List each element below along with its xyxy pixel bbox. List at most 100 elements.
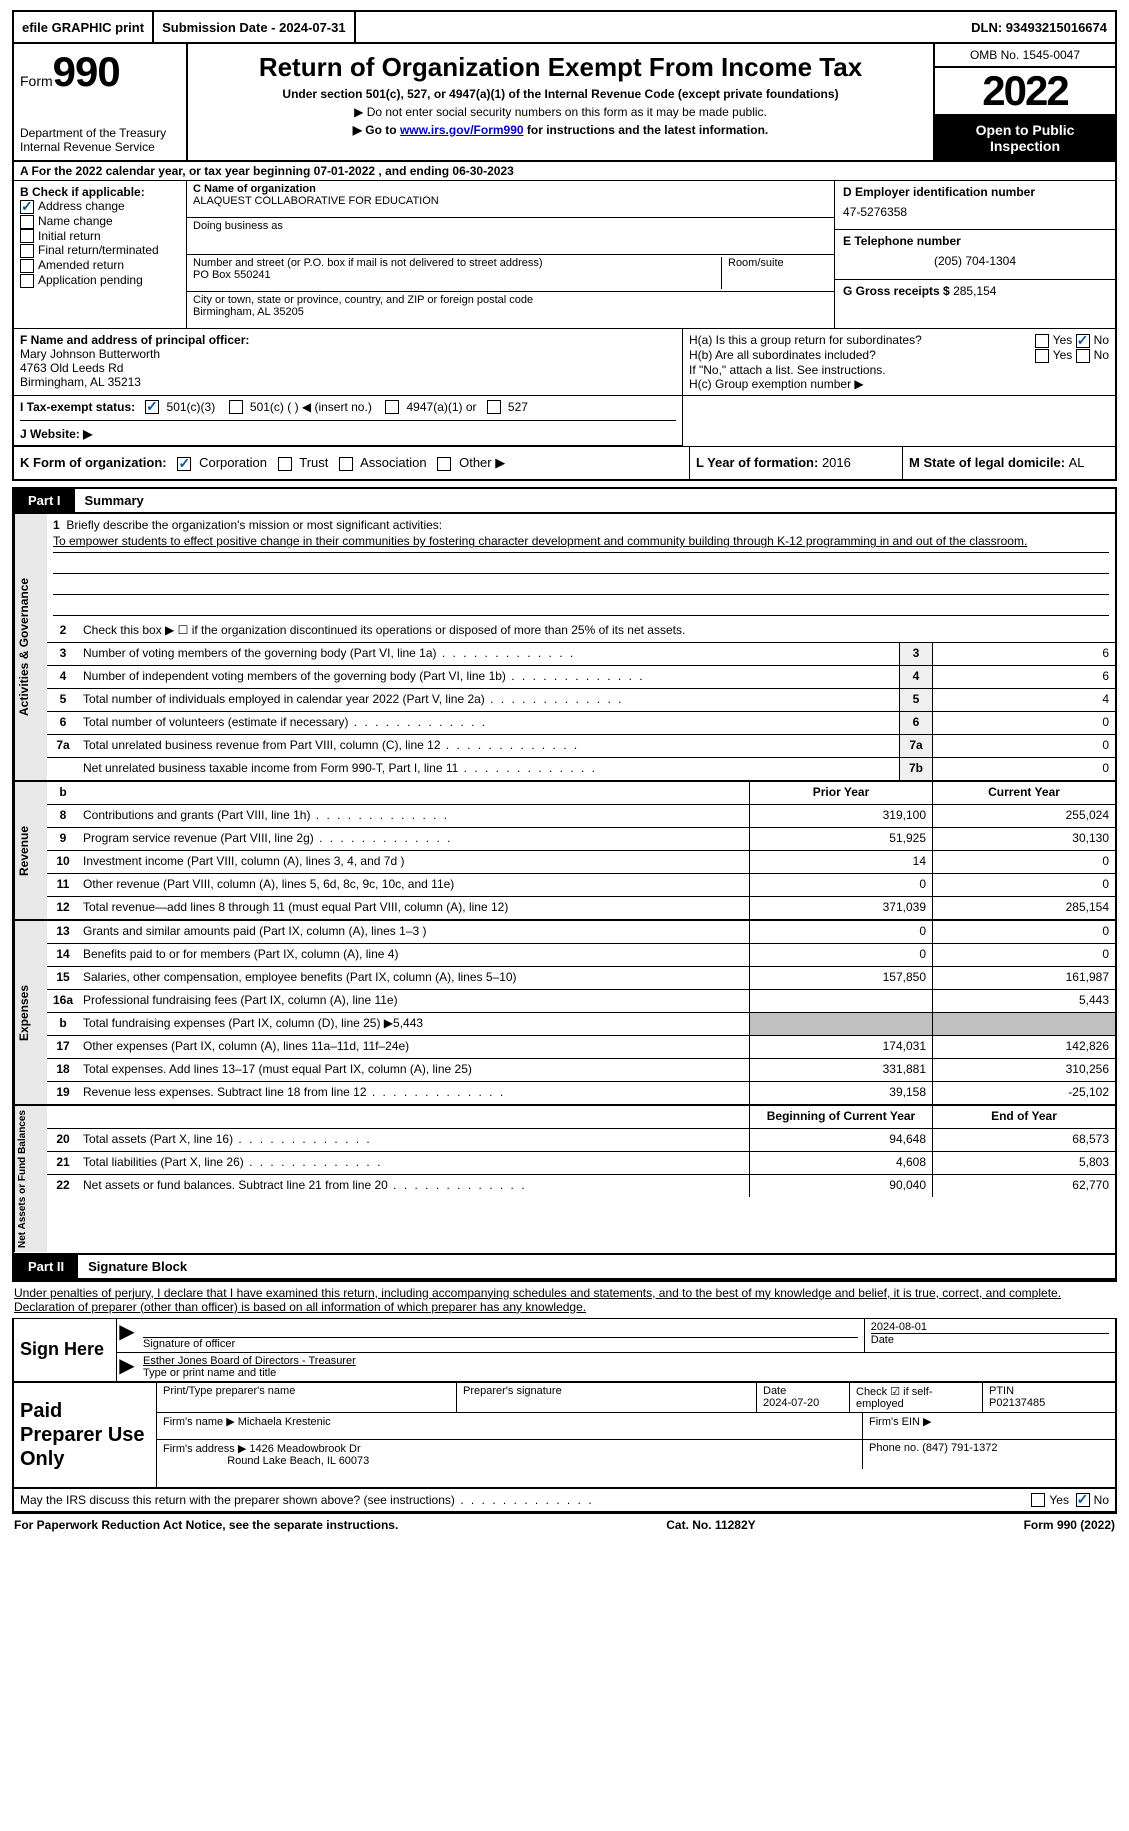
sig-date-cell: 2024-08-01 Date: [865, 1319, 1115, 1352]
current-year-head: Current Year: [932, 782, 1115, 804]
ha-yes-checkbox[interactable]: [1035, 334, 1049, 348]
header-sub2: ▶ Do not enter social security numbers o…: [198, 105, 923, 119]
4947-label: 4947(a)(1) or: [407, 400, 477, 414]
b-label: B Check if applicable:: [20, 185, 145, 199]
ha-no-checkbox[interactable]: [1076, 334, 1090, 348]
l20-prior: 94,648: [749, 1129, 932, 1151]
part2-title: Signature Block: [78, 1255, 197, 1278]
l18-current: 310,256: [932, 1059, 1115, 1081]
row-a-mid: , and ending: [378, 164, 452, 178]
initial-label: Initial return: [38, 229, 101, 243]
col-f: F Name and address of principal officer:…: [14, 329, 683, 395]
part1-header: Part I Summary: [12, 487, 1117, 514]
l13-num: 13: [47, 921, 79, 943]
l5-box: 5: [899, 689, 932, 711]
final-label: Final return/terminated: [38, 243, 159, 257]
hb-no-checkbox[interactable]: [1076, 349, 1090, 363]
sign-block: Sign Here ▶ Signature of officer 2024-08…: [12, 1318, 1117, 1383]
trust-checkbox[interactable]: [278, 457, 292, 471]
vlabel-expenses: Expenses: [14, 921, 47, 1104]
l16a-num: 16a: [47, 990, 79, 1012]
initial-checkbox[interactable]: [20, 229, 34, 243]
row-l: L Year of formation: 2016: [690, 447, 903, 479]
preparer-label: Paid Preparer Use Only: [14, 1383, 157, 1487]
l11-desc: Other revenue (Part VIII, column (A), li…: [79, 874, 749, 896]
cat-number: Cat. No. 11282Y: [666, 1518, 755, 1532]
form-org-label: K Form of organization:: [20, 455, 167, 470]
city-label: City or town, state or province, country…: [193, 294, 828, 306]
l21-prior: 4,608: [749, 1152, 932, 1174]
l7a-box: 7a: [899, 735, 932, 757]
name-change-checkbox[interactable]: [20, 215, 34, 229]
l10-prior: 14: [749, 851, 932, 873]
may-irs-no-checkbox[interactable]: [1076, 1493, 1090, 1507]
revenue-section: Revenue bPrior YearCurrent Year 8Contrib…: [12, 782, 1117, 921]
netassets-section: Net Assets or Fund Balances Beginning of…: [12, 1106, 1117, 1254]
l3-box: 3: [899, 643, 932, 665]
l16a-prior: [749, 990, 932, 1012]
room-label: Room/suite: [722, 257, 828, 289]
vlabel-netassets: Net Assets or Fund Balances: [14, 1106, 47, 1252]
omb-number: OMB No. 1545-0047: [935, 44, 1115, 68]
irs-link[interactable]: www.irs.gov/Form990: [400, 123, 524, 137]
app-pending-checkbox[interactable]: [20, 274, 34, 288]
501c-checkbox[interactable]: [229, 400, 243, 414]
sig-officer-label: Signature of officer: [143, 1338, 858, 1350]
l22-num: 22: [47, 1175, 79, 1197]
ha-label: H(a) Is this a group return for subordin…: [689, 333, 922, 348]
part1-title: Summary: [75, 489, 154, 512]
hb-yes-checkbox[interactable]: [1035, 349, 1049, 363]
may-irs-yes-checkbox[interactable]: [1031, 1493, 1045, 1507]
sig-name-value: Esther Jones Board of Directors - Treasu…: [143, 1355, 1109, 1367]
prep-check-label: Check ☑ if self-employed: [856, 1386, 933, 1410]
final-checkbox[interactable]: [20, 244, 34, 258]
l7b-box: 7b: [899, 758, 932, 780]
527-checkbox[interactable]: [487, 400, 501, 414]
l21-num: 21: [47, 1152, 79, 1174]
prep-name-label: Print/Type preparer's name: [157, 1383, 457, 1412]
other-checkbox[interactable]: [437, 457, 451, 471]
ptin-value: P02137485: [989, 1397, 1045, 1409]
prep-date-cell: Date2024-07-20: [757, 1383, 850, 1412]
corp-checkbox[interactable]: [177, 457, 191, 471]
sig-date-value: 2024-08-01: [871, 1321, 1109, 1334]
l14-num: 14: [47, 944, 79, 966]
city-value: Birmingham, AL 35205: [193, 306, 828, 318]
part2-label: Part II: [14, 1255, 78, 1278]
dept-treasury: Department of the Treasury: [20, 126, 180, 140]
l19-num: 19: [47, 1082, 79, 1104]
l16a-desc: Professional fundraising fees (Part IX, …: [79, 990, 749, 1012]
may-irs-yes: Yes: [1049, 1493, 1069, 1507]
l13-current: 0: [932, 921, 1115, 943]
l8-num: 8: [47, 805, 79, 827]
row-klm: K Form of organization: Corporation Trus…: [12, 447, 1117, 481]
col-de: D Employer identification number 47-5276…: [834, 181, 1115, 328]
sign-right: ▶ Signature of officer 2024-08-01 Date ▶…: [117, 1319, 1115, 1381]
l6-desc: Total number of volunteers (estimate if …: [79, 712, 899, 734]
l20-current: 68,573: [932, 1129, 1115, 1151]
efile-label: efile GRAPHIC print: [14, 12, 154, 42]
officer-addr1: 4763 Old Leeds Rd: [20, 361, 676, 375]
row-a: A For the 2022 calendar year, or tax yea…: [12, 162, 1117, 181]
l12-desc: Total revenue—add lines 8 through 11 (mu…: [79, 897, 749, 919]
sig-type-label: Type or print name and title: [143, 1367, 1109, 1379]
501c3-checkbox[interactable]: [145, 400, 159, 414]
addr-change-checkbox[interactable]: [20, 200, 34, 214]
sign-here-label: Sign Here: [14, 1319, 117, 1381]
firm-addr-label: Firm's address ▶: [163, 1443, 246, 1455]
assoc-checkbox[interactable]: [339, 457, 353, 471]
part1-label: Part I: [14, 489, 75, 512]
preparer-right: Print/Type preparer's name Preparer's si…: [157, 1383, 1115, 1487]
amended-checkbox[interactable]: [20, 259, 34, 273]
l12-current: 285,154: [932, 897, 1115, 919]
4947-checkbox[interactable]: [385, 400, 399, 414]
firm-phone-label: Phone no.: [869, 1442, 922, 1454]
sub3-post: for instructions and the latest informat…: [524, 123, 769, 137]
l9-num: 9: [47, 828, 79, 850]
ein-value: 47-5276358: [843, 205, 1107, 219]
prep-date-value: 2024-07-20: [763, 1397, 819, 1409]
prep-ptin-cell: PTINP02137485: [983, 1383, 1115, 1412]
form-number: 990: [53, 48, 120, 95]
l7a-desc: Total unrelated business revenue from Pa…: [79, 735, 899, 757]
officer-label: F Name and address of principal officer:: [20, 333, 249, 347]
